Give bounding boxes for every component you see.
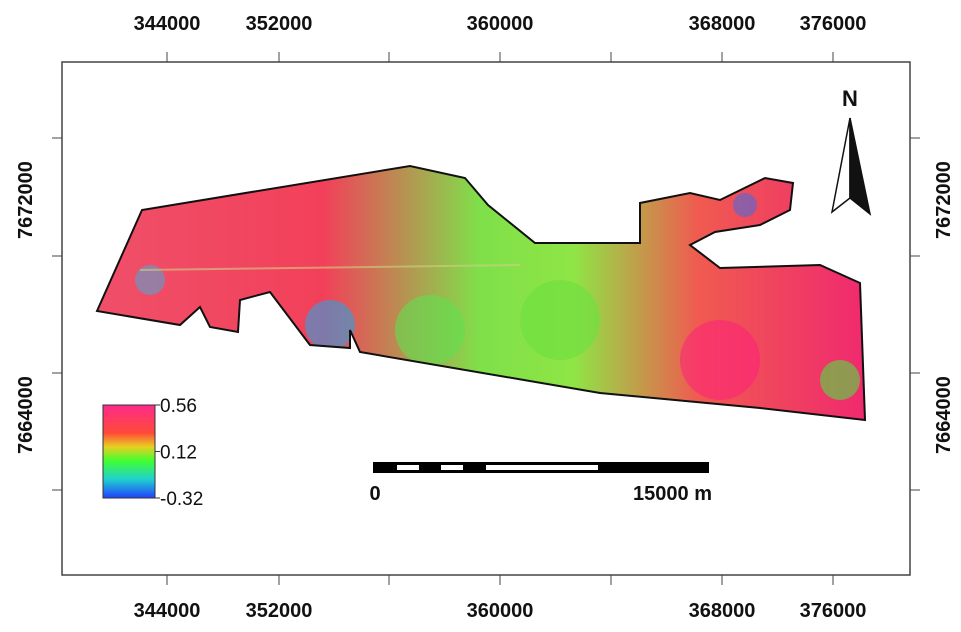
legend-colorbar (103, 405, 155, 498)
scale-end: 15000 m (633, 483, 712, 505)
map: N 0 15000 m 344000 344000 352000 352000 3600… (0, 0, 961, 632)
y-tick-label-left: 7664000 (15, 376, 37, 454)
y-tick-label-right: 7672000 (933, 161, 955, 239)
x-tick-label-top: 376000 (800, 13, 867, 35)
x-tick-label-top: 360000 (467, 13, 534, 35)
legend-label: -0.32 (160, 489, 203, 510)
north-label: N (842, 86, 858, 111)
x-tick-label-bottom: 352000 (246, 600, 313, 622)
x-tick-label-bottom: 344000 (134, 600, 201, 622)
x-tick-label-bottom: 376000 (800, 600, 867, 622)
y-tick-label-left: 7672000 (15, 161, 37, 239)
x-tick-label-top: 368000 (689, 13, 756, 35)
legend-label: 0.56 (160, 396, 197, 417)
scale-bar (373, 462, 709, 473)
x-tick-label-bottom: 360000 (467, 600, 534, 622)
scale-start: 0 (369, 483, 380, 505)
y-tick-label-right: 7664000 (933, 376, 955, 454)
x-tick-label-top: 352000 (246, 13, 313, 35)
x-tick-label-bottom: 368000 (689, 600, 756, 622)
legend-label: 0.12 (160, 443, 197, 464)
x-tick-label-top: 344000 (134, 13, 201, 35)
